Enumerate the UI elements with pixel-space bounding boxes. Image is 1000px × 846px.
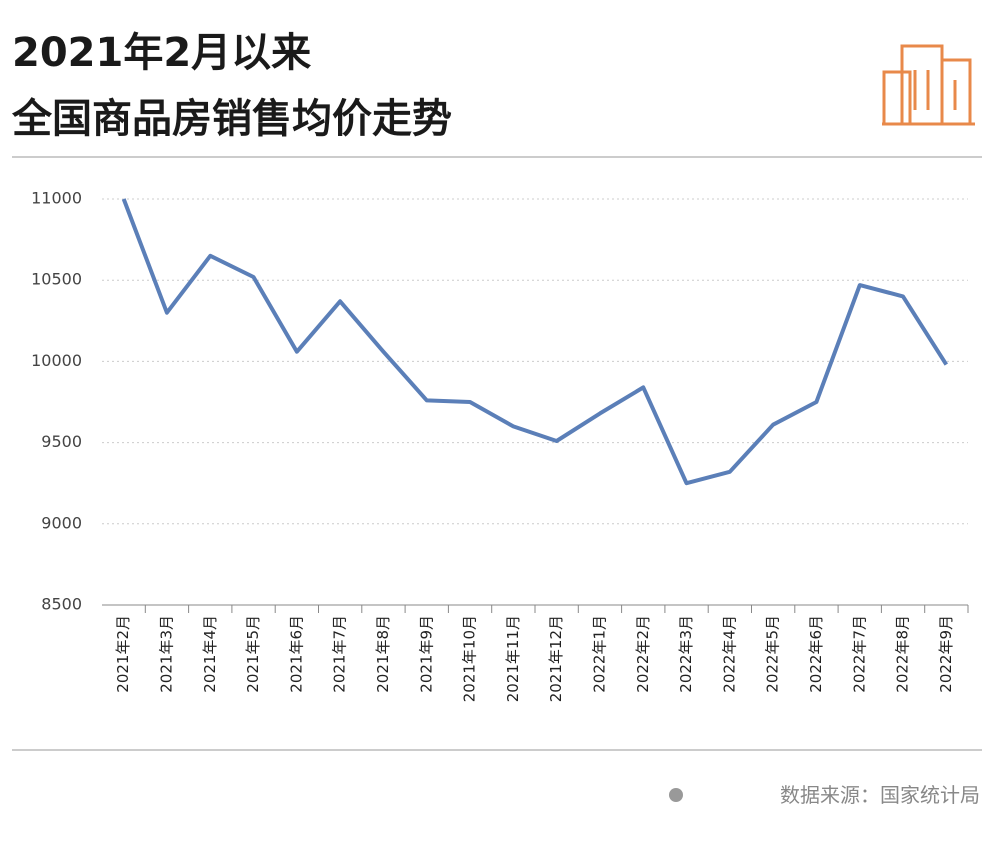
line xyxy=(121,198,948,486)
x-tick-label: 2022年7月 xyxy=(850,615,868,693)
y-tick-label: 8500 xyxy=(41,595,82,614)
y-tick-label: 11000 xyxy=(31,189,82,208)
x-tick-label: 2022年6月 xyxy=(807,615,825,693)
x-tick-label: 2021年3月 xyxy=(157,615,175,693)
x-tick-label: 2022年2月 xyxy=(634,615,652,693)
y-tick-label: 10500 xyxy=(31,270,82,289)
x-tick-label: 2021年10月 xyxy=(461,615,479,702)
y-tick-label: 9500 xyxy=(41,432,82,451)
x-tick-label: 2021年4月 xyxy=(201,615,219,693)
source-note: 数据来源：国家统计局 xyxy=(780,783,980,807)
chart-title: 2021年2月以来 xyxy=(12,30,311,76)
y-tick-label: 9000 xyxy=(41,513,82,532)
x-tick-label: 2021年2月 xyxy=(114,615,132,693)
x-tick-label: 2021年7月 xyxy=(331,615,349,693)
x-tick-label: 2022年5月 xyxy=(764,615,782,693)
x-tick-label: 2021年9月 xyxy=(417,615,435,693)
building-icon xyxy=(882,44,975,126)
x-tick-label: 2022年3月 xyxy=(677,615,695,693)
x-tick-label: 2021年12月 xyxy=(547,615,565,702)
x-tick-label: 2021年6月 xyxy=(287,615,305,693)
x-tick-label: 2022年1月 xyxy=(590,615,608,693)
x-tick-label: 2022年9月 xyxy=(937,615,955,693)
chart-subtitle: 全国商品房销售均价走势 xyxy=(11,96,452,142)
y-tick-label: 10000 xyxy=(31,351,82,370)
x-tick-label: 2021年8月 xyxy=(374,615,392,693)
x-tick-label: 2021年5月 xyxy=(244,615,262,693)
source-dot xyxy=(669,788,683,802)
x-tick-label: 2022年4月 xyxy=(720,615,738,693)
x-tick-label: 2022年8月 xyxy=(894,615,912,693)
x-tick-label: 2021年11月 xyxy=(504,615,522,702)
